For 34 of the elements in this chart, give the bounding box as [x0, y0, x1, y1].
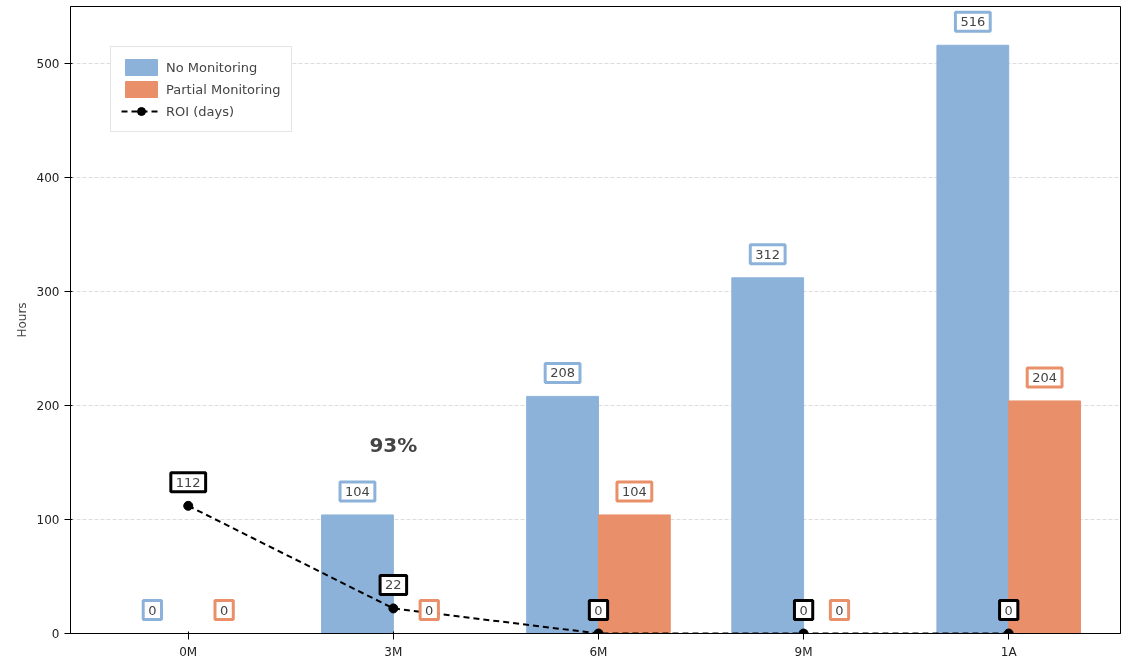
y-tick-label: 400 — [36, 171, 60, 185]
y-tick-label: 300 — [36, 285, 60, 299]
data-label: 22 — [385, 577, 402, 593]
data-label: 0 — [835, 602, 844, 618]
data-label: 204 — [1032, 369, 1058, 385]
data-label: 0 — [148, 602, 157, 618]
x-tick-label: 3M — [384, 644, 403, 659]
legend-label: No Monitoring — [166, 59, 258, 75]
x-tick-label: 9M — [794, 644, 813, 659]
bar — [731, 277, 805, 634]
y-axis-title: Hours — [14, 302, 29, 338]
legend-label: Partial Monitoring — [166, 81, 281, 97]
data-label: 0 — [220, 602, 229, 618]
x-tick-label: 0M — [179, 644, 198, 659]
x-tick-label: 1A — [1000, 644, 1018, 659]
data-label: 312 — [755, 246, 781, 262]
y-tick-label: 500 — [36, 57, 60, 71]
bar — [936, 44, 1010, 634]
annotation: 93% — [369, 433, 418, 458]
data-label: 0 — [594, 602, 603, 618]
y-tick-label: 200 — [36, 399, 60, 413]
data-label: 0 — [799, 602, 808, 618]
x-tick-label: 6M — [589, 644, 608, 659]
y-tick-label: 0 — [51, 627, 60, 641]
data-label: 104 — [345, 483, 370, 499]
y-tick-label: 100 — [36, 513, 60, 527]
data-label: 104 — [621, 483, 647, 499]
legend-label: ROI (days) — [166, 103, 235, 119]
data-label: 112 — [175, 474, 201, 490]
data-label: 516 — [960, 14, 986, 30]
data-label: 0 — [425, 602, 434, 618]
bar — [597, 514, 671, 634]
data-label: 0 — [1004, 602, 1013, 618]
data-label: 208 — [550, 365, 575, 381]
